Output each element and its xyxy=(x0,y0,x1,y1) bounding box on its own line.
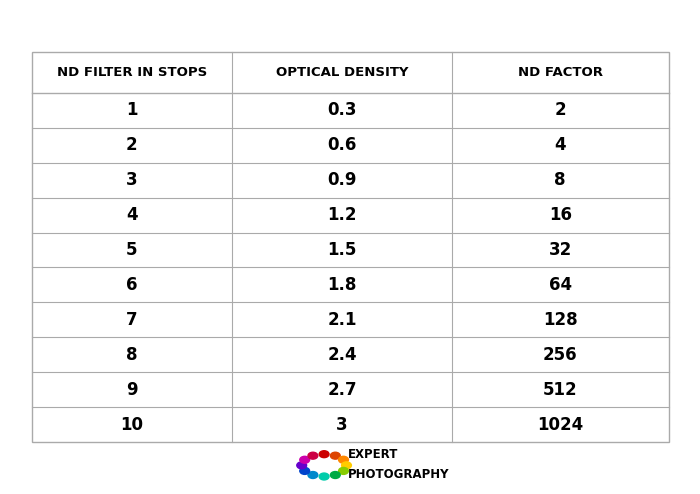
Text: 0.9: 0.9 xyxy=(328,171,357,189)
Text: 9: 9 xyxy=(126,381,138,399)
Text: 0.3: 0.3 xyxy=(328,101,357,120)
Circle shape xyxy=(339,456,349,463)
Text: ND FACTOR: ND FACTOR xyxy=(518,66,603,79)
Text: OPTICAL DENSITY: OPTICAL DENSITY xyxy=(276,66,408,79)
Text: 2.7: 2.7 xyxy=(327,381,357,399)
Text: 8: 8 xyxy=(126,346,138,364)
Circle shape xyxy=(300,456,309,463)
Text: 4: 4 xyxy=(554,136,566,154)
Text: 2.1: 2.1 xyxy=(328,311,357,329)
Text: 64: 64 xyxy=(549,276,572,294)
Text: 512: 512 xyxy=(543,381,578,399)
Text: 10: 10 xyxy=(120,415,144,434)
Circle shape xyxy=(308,452,318,459)
Circle shape xyxy=(342,462,351,469)
Circle shape xyxy=(330,472,340,479)
Text: 1: 1 xyxy=(126,101,138,120)
Text: 1024: 1024 xyxy=(537,415,583,434)
Circle shape xyxy=(339,467,349,474)
Text: 2: 2 xyxy=(554,101,566,120)
Circle shape xyxy=(300,467,309,474)
Text: 4: 4 xyxy=(126,206,138,224)
Circle shape xyxy=(330,452,340,459)
Text: 5: 5 xyxy=(126,241,138,259)
Circle shape xyxy=(297,462,307,469)
Text: 1.2: 1.2 xyxy=(328,206,357,224)
Text: EXPERT: EXPERT xyxy=(348,448,398,461)
Text: 1.8: 1.8 xyxy=(328,276,357,294)
Text: 7: 7 xyxy=(126,311,138,329)
Text: PHOTOGRAPHY: PHOTOGRAPHY xyxy=(348,468,449,481)
Text: 6: 6 xyxy=(126,276,138,294)
Text: 256: 256 xyxy=(543,346,578,364)
Circle shape xyxy=(319,473,329,480)
Text: 3: 3 xyxy=(336,415,348,434)
Text: 2: 2 xyxy=(126,136,138,154)
Circle shape xyxy=(308,472,318,479)
Text: 32: 32 xyxy=(549,241,572,259)
Text: 0.6: 0.6 xyxy=(328,136,357,154)
Bar xyxy=(32,52,668,442)
Text: 3: 3 xyxy=(126,171,138,189)
Text: 8: 8 xyxy=(554,171,566,189)
Circle shape xyxy=(319,451,329,457)
Text: 2.4: 2.4 xyxy=(327,346,357,364)
Text: 128: 128 xyxy=(543,311,578,329)
Text: ND FILTER IN STOPS: ND FILTER IN STOPS xyxy=(57,66,207,79)
Text: 16: 16 xyxy=(549,206,572,224)
Text: 1.5: 1.5 xyxy=(328,241,357,259)
